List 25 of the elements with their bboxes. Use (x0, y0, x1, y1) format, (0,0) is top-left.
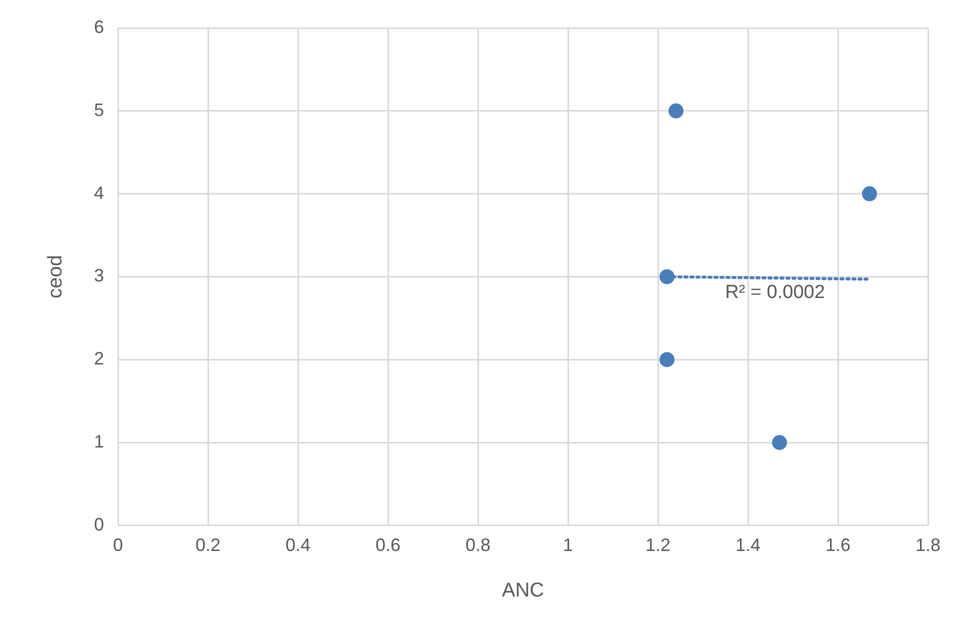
point (660, 269, 675, 284)
x-tick-label: 0.4 (285, 535, 311, 556)
x-tick-label: 0 (113, 535, 124, 556)
y-tick-label: 6 (94, 16, 104, 37)
x-tick-label: 1.4 (735, 535, 761, 556)
y-tick-label: 2 (94, 348, 104, 369)
x-axis-title: ANC (502, 580, 544, 602)
point (660, 352, 675, 368)
x-tick-label: 1.2 (645, 535, 671, 556)
y-tick-label: 5 (94, 100, 104, 120)
x-tick-label: 0.6 (375, 535, 401, 556)
x-tick-label: 1.8 (915, 535, 941, 556)
x-tick-label: 1 (562, 535, 574, 556)
point (862, 186, 877, 202)
x-tick-label: 0.2 (195, 535, 221, 556)
y-tick-label: 4 (94, 182, 104, 203)
x-tick-label: 1.6 (825, 535, 851, 556)
y-tick-label: 3 (94, 266, 104, 286)
y-tick-label: 1 (94, 431, 104, 452)
y-tick-label: 0 (94, 514, 104, 534)
point (772, 435, 787, 450)
x-tick-label: 0.8 (465, 535, 491, 556)
point (668, 103, 684, 118)
y-axis-title: ceod (44, 255, 67, 298)
annotation: R² = 0.0002 (725, 282, 825, 303)
